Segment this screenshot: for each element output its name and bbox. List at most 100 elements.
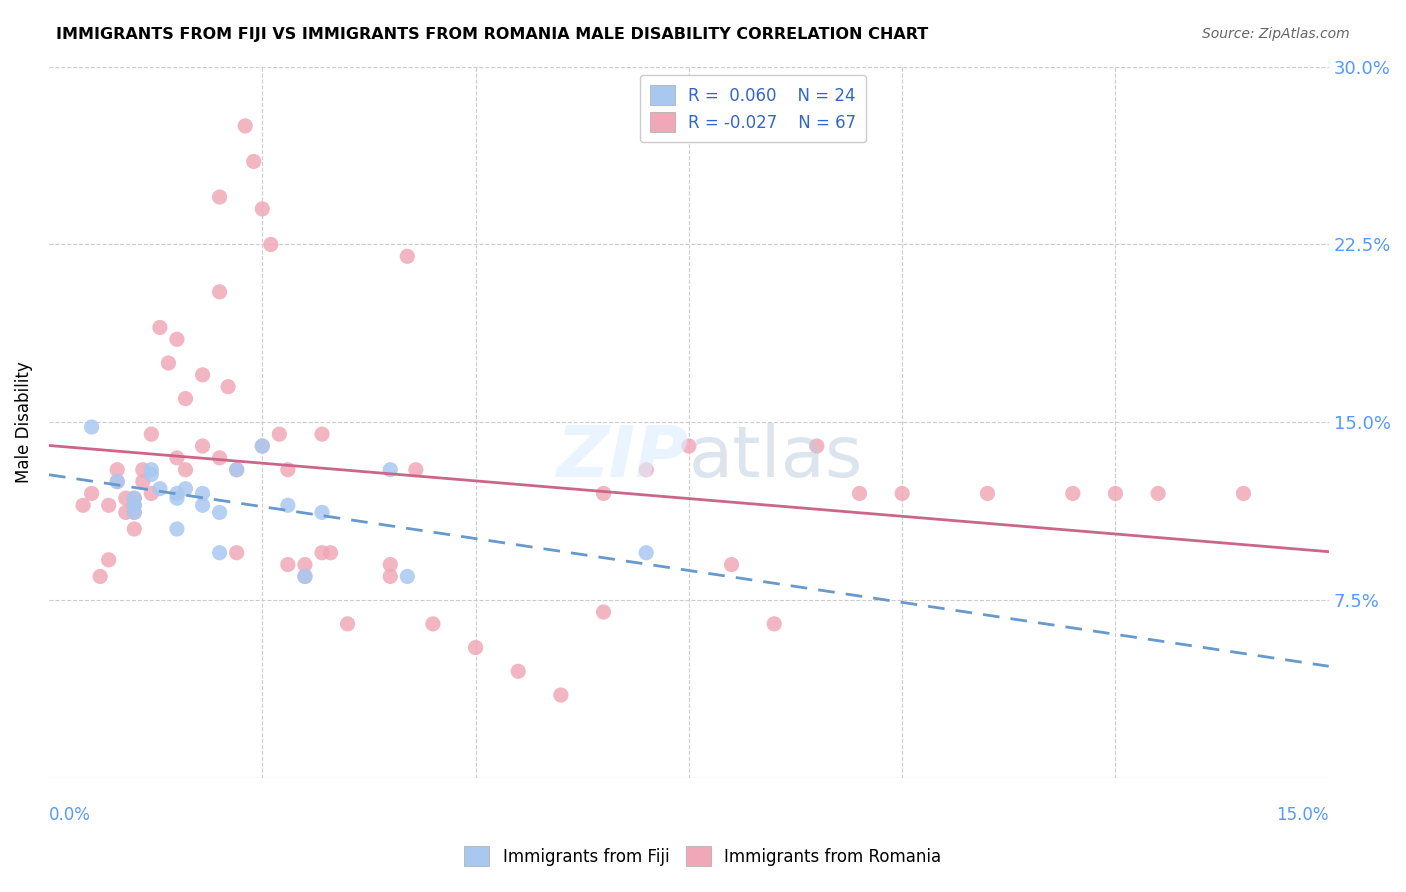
Point (592, 486, 614, 500)
Point (380, 463, 402, 477)
Point (422, 616, 444, 631)
Point (124, 505, 146, 519)
Point (97, 498, 120, 512)
Point (124, 522, 146, 536)
Y-axis label: Male Disability: Male Disability (15, 361, 32, 483)
Point (806, 439, 828, 453)
Point (124, 491, 146, 506)
Point (225, 463, 247, 477)
Point (1104, 486, 1126, 500)
Point (678, 439, 700, 453)
Text: IMMIGRANTS FROM FIJI VS IMMIGRANTS FROM ROMANIA MALE DISABILITY CORRELATION CHAR: IMMIGRANTS FROM FIJI VS IMMIGRANTS FROM … (56, 27, 928, 42)
Point (191, 368, 214, 382)
Point (242, 154, 264, 169)
Point (277, 558, 299, 572)
Point (124, 491, 146, 506)
Point (720, 558, 742, 572)
Point (124, 505, 146, 519)
Point (141, 467, 163, 482)
Point (976, 486, 998, 500)
Text: Source: ZipAtlas.com: Source: ZipAtlas.com (1202, 27, 1350, 41)
Point (149, 482, 172, 496)
Point (336, 616, 359, 631)
Point (166, 491, 188, 506)
Legend: Immigrants from Fiji, Immigrants from Romania: Immigrants from Fiji, Immigrants from Ro… (456, 838, 950, 875)
Point (1147, 486, 1170, 500)
Point (105, 463, 128, 477)
Point (294, 558, 316, 572)
Point (114, 491, 136, 506)
Point (174, 482, 197, 496)
Point (252, 439, 274, 453)
Point (208, 505, 231, 519)
Point (191, 439, 214, 453)
Text: 15.0%: 15.0% (1277, 806, 1329, 824)
Point (80, 420, 103, 434)
Point (277, 463, 299, 477)
Point (166, 332, 188, 346)
Point (141, 463, 163, 477)
Point (191, 498, 214, 512)
Point (891, 486, 914, 500)
Point (141, 427, 163, 442)
Point (1232, 486, 1254, 500)
Point (405, 463, 427, 477)
Point (141, 486, 163, 500)
Point (174, 392, 197, 406)
Point (124, 498, 146, 512)
Point (149, 320, 172, 334)
Text: 0.0%: 0.0% (49, 806, 91, 824)
Point (380, 558, 402, 572)
Point (105, 475, 128, 489)
Point (294, 569, 316, 583)
Point (157, 356, 180, 370)
Point (636, 463, 658, 477)
Point (132, 475, 155, 489)
Point (319, 546, 342, 560)
Point (124, 498, 146, 512)
Point (80, 486, 103, 500)
Point (269, 427, 291, 442)
Point (233, 119, 256, 133)
Point (508, 665, 530, 679)
Point (550, 688, 572, 702)
Text: ZIP: ZIP (557, 424, 689, 492)
Point (311, 546, 333, 560)
Point (260, 237, 283, 252)
Point (396, 569, 419, 583)
Point (114, 505, 136, 519)
Point (174, 463, 197, 477)
Point (848, 486, 870, 500)
Point (191, 486, 214, 500)
Point (89, 569, 111, 583)
Point (166, 486, 188, 500)
Point (105, 475, 128, 489)
Point (225, 546, 247, 560)
Point (72, 498, 94, 512)
Point (1062, 486, 1084, 500)
Point (311, 505, 333, 519)
Point (294, 569, 316, 583)
Point (396, 249, 419, 263)
Point (763, 616, 786, 631)
Point (208, 450, 231, 465)
Point (208, 285, 231, 299)
Point (252, 439, 274, 453)
Text: atlas: atlas (689, 424, 863, 492)
Point (380, 569, 402, 583)
Point (636, 546, 658, 560)
Point (252, 202, 274, 216)
Point (166, 450, 188, 465)
Point (464, 640, 486, 655)
Point (208, 190, 231, 204)
Legend: R =  0.060    N = 24, R = -0.027    N = 67: R = 0.060 N = 24, R = -0.027 N = 67 (640, 75, 866, 142)
Point (166, 522, 188, 536)
Point (208, 546, 231, 560)
Point (132, 463, 155, 477)
Point (592, 605, 614, 619)
Point (97, 553, 120, 567)
Point (311, 427, 333, 442)
Point (277, 498, 299, 512)
Point (225, 463, 247, 477)
Point (217, 380, 239, 394)
